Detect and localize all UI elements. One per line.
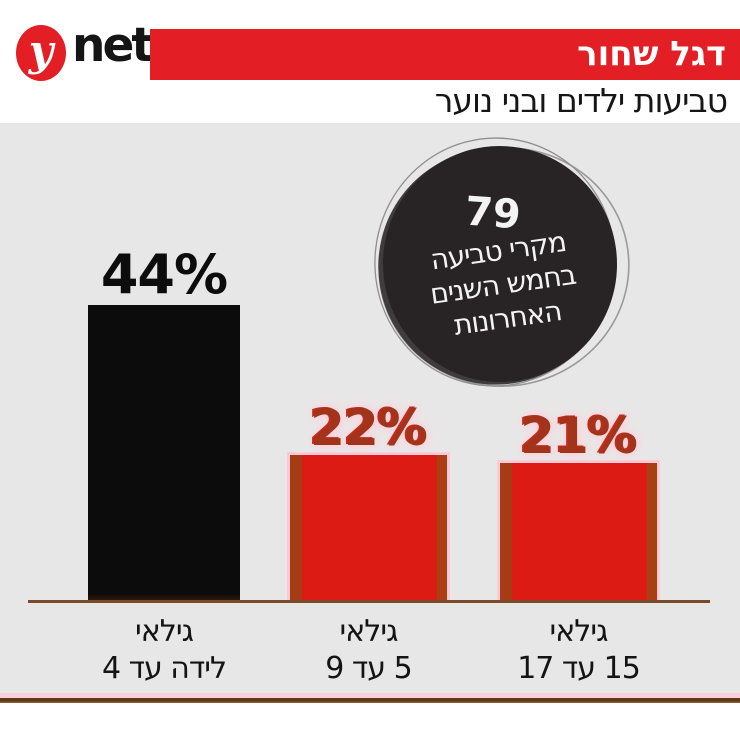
value-label-ages-15-17: 21% <box>520 407 638 465</box>
category-label-line: לידה עד 4 <box>101 651 227 686</box>
category-label-line: גילאי <box>339 614 399 649</box>
bar-ages-15-17 <box>500 463 657 600</box>
chart-title: טביעות ילדים ובני נוער <box>434 81 728 120</box>
panel-bottom-pink-line <box>0 693 740 698</box>
annotation-badge-text: 79 מקרי טביעה בחמש השנים האחרונות <box>417 183 582 346</box>
category-label-line: 15 עד 17 <box>517 651 641 686</box>
category-label-ages-5-9: גילאי 5 עד 9 <box>270 613 467 687</box>
annotation-badge: 79 מקרי טביעה בחמש השנים האחרונות <box>367 130 633 398</box>
category-label-line: גילאי <box>135 614 194 649</box>
x-axis-line <box>28 600 710 603</box>
value-label-ages-5-9: 22% <box>310 399 428 457</box>
banner-title: דגל שחור <box>577 34 726 74</box>
bar-ages-5-9 <box>290 455 447 600</box>
category-label-ages-15-17: גילאי 15 עד 17 <box>480 613 677 687</box>
category-label-line: גילאי <box>549 614 609 649</box>
chart-panel: 79 מקרי טביעה בחמש השנים האחרונות 44% 22… <box>0 123 740 703</box>
panel-bottom-brown-line <box>0 698 740 703</box>
category-label-line: 5 עד 9 <box>325 651 412 686</box>
ynet-logo-y-letter: y <box>28 26 54 75</box>
badge-number: 79 <box>463 188 523 239</box>
bar-ages-0-4 <box>88 305 240 600</box>
category-label-ages-0-4: גילאי לידה עד 4 <box>68 613 260 687</box>
value-label-ages-0-4: 44% <box>100 243 228 306</box>
ynet-logo: y <box>16 25 66 81</box>
banner: דגל שחור <box>150 29 740 80</box>
ynet-logo-net-text: net <box>72 18 154 73</box>
